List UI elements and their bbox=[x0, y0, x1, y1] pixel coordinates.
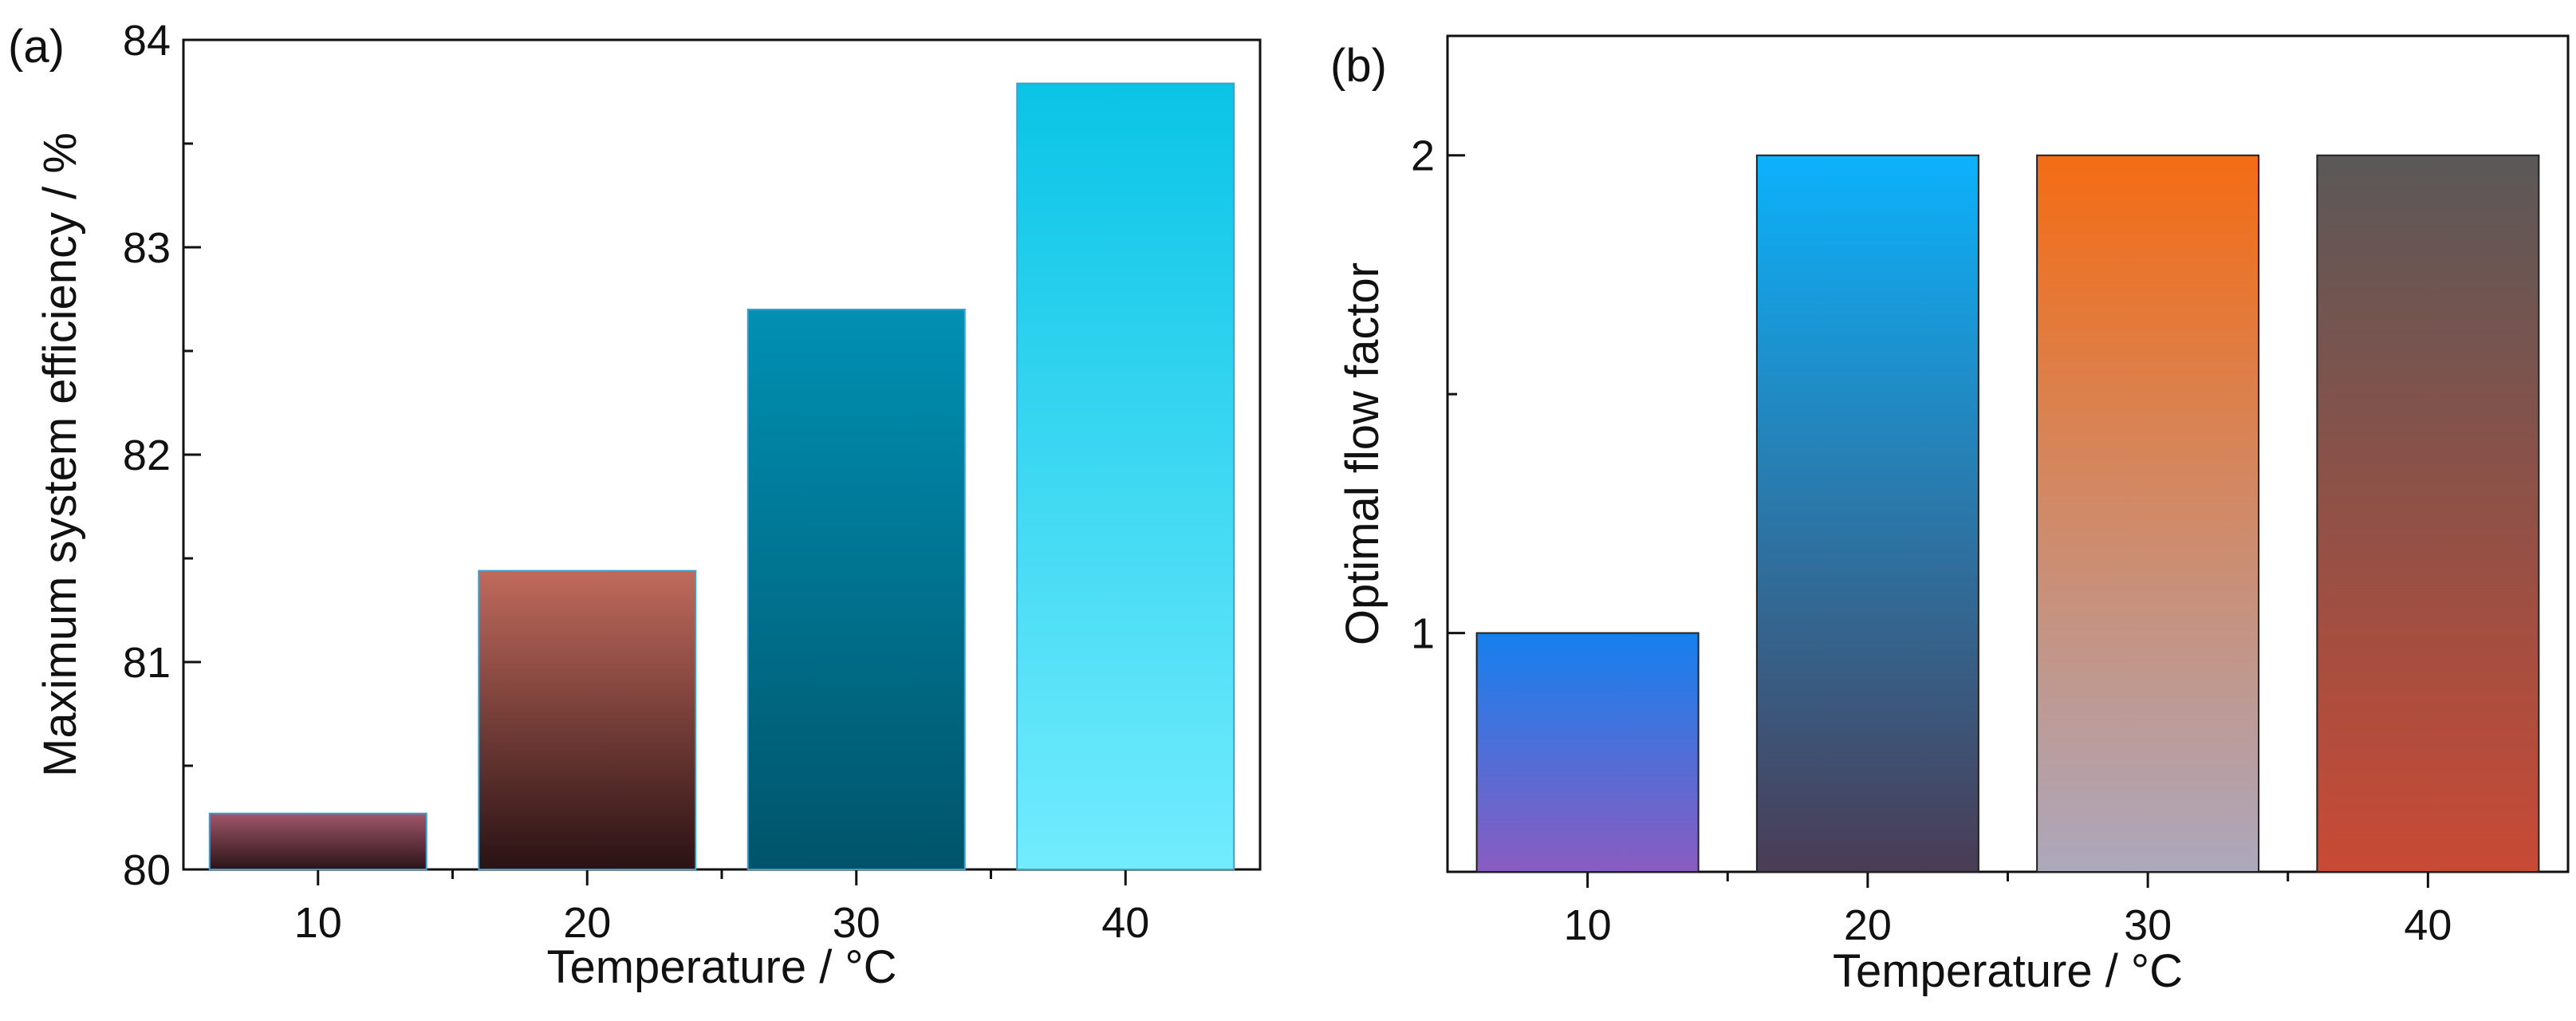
x-tick-label: 40 bbox=[1101, 899, 1149, 947]
bar-20 bbox=[478, 570, 697, 870]
panel-a-x-ticks: 10 20 30 40 bbox=[294, 869, 1149, 947]
panel-a-y-ticks: 80 81 82 83 84 bbox=[123, 17, 201, 894]
panel-a-x-axis-title: Temperature / °C bbox=[546, 941, 896, 993]
bar-40 bbox=[2316, 154, 2540, 873]
x-tick-label: 20 bbox=[563, 899, 611, 947]
x-tick-label: 20 bbox=[1844, 901, 1892, 949]
y-tick-label: 84 bbox=[123, 17, 171, 65]
y-tick-label: 1 bbox=[1411, 610, 1435, 658]
bar-30 bbox=[746, 309, 966, 870]
y-tick-label: 82 bbox=[123, 432, 171, 479]
bar-10 bbox=[1475, 632, 1700, 873]
y-tick-label: 83 bbox=[123, 224, 171, 272]
panel-a-chart: (a) 80 81 82 83 84 10 20 30 40 Temperature / °C… bbox=[8, 17, 1262, 993]
x-tick-label: 10 bbox=[294, 899, 342, 947]
panel-b-x-ticks: 10 20 30 40 bbox=[1564, 872, 2452, 949]
panel-b-y-axis-title: Optimal flow factor bbox=[1337, 262, 1388, 645]
panel-b-y-ticks: 12 bbox=[1411, 132, 1465, 873]
x-tick-label: 30 bbox=[833, 899, 880, 947]
y-tick-label: 81 bbox=[123, 639, 171, 687]
panel-b-label: (b) bbox=[1330, 40, 1387, 92]
y-tick-label: 2 bbox=[1411, 132, 1435, 180]
bar-40 bbox=[1016, 82, 1235, 871]
bar-10 bbox=[208, 812, 427, 870]
panel-a-bars bbox=[208, 82, 1235, 871]
y-tick-label: 80 bbox=[123, 846, 171, 894]
panel-b-bars bbox=[1475, 154, 2540, 873]
panel-b-x-axis-title: Temperature / °C bbox=[1833, 945, 2183, 997]
panel-b-chart: (b) 12 10 20 30 40 Temperature / °C Optimal… bbox=[1330, 34, 2570, 997]
x-tick-label: 40 bbox=[2404, 901, 2452, 949]
x-tick-label: 10 bbox=[1564, 901, 1612, 949]
x-tick-label: 30 bbox=[2124, 901, 2172, 949]
panel-a-label: (a) bbox=[8, 21, 65, 73]
panel-a-y-axis-title: Maximum system efficiency / % bbox=[34, 132, 86, 777]
bar-30 bbox=[2036, 154, 2260, 873]
bar-20 bbox=[1755, 154, 1979, 873]
